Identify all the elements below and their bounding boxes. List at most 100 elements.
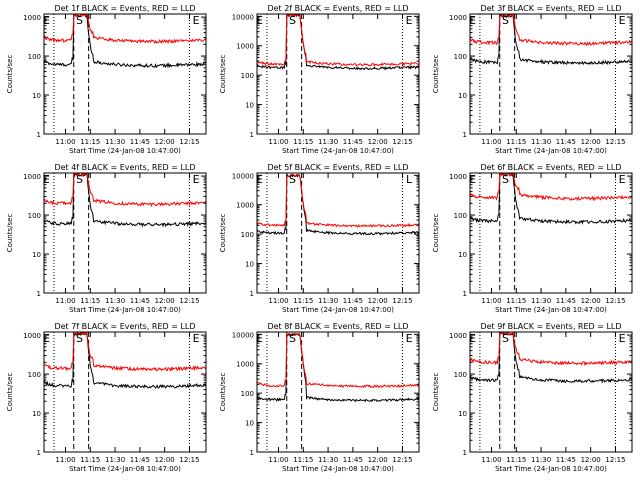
- y-axis-label: Counts/sec: [219, 373, 227, 412]
- plot-frame: [469, 331, 633, 453]
- y-tick-label: 1: [250, 131, 254, 139]
- y-tick-label: 1000: [449, 14, 467, 22]
- chart-title: Det 4f BLACK = Events, RED = LLD: [54, 163, 195, 172]
- chart-title: Det 7f BLACK = Events, RED = LLD: [54, 322, 195, 331]
- series-line-lld: [257, 332, 419, 389]
- x-tick-label: 11:15: [506, 297, 526, 305]
- x-tick-label: 11:30: [531, 456, 551, 464]
- series-line-lld: [470, 14, 632, 47]
- chart-panel-9: Det 9f BLACK = Events, RED = LLD 1 10 100 10…: [432, 322, 633, 473]
- x-tick-label: 11:00: [481, 456, 501, 464]
- x-tick-label: 12:15: [392, 297, 412, 305]
- y-axis-label: Counts/sec: [432, 214, 440, 253]
- y-tick-label: 1000: [23, 332, 41, 340]
- y-tick-label: 1000: [23, 173, 41, 181]
- chart-panel-7: Det 7f BLACK = Events, RED = LLD 1 10 100 10…: [6, 322, 207, 473]
- plot-frame: [469, 13, 633, 135]
- region-marker-label: S: [289, 14, 296, 27]
- y-tick-label: 1000: [236, 361, 254, 369]
- region-marker-label: S: [289, 332, 296, 345]
- chart-panel-1: Det 1f BLACK = Events, RED = LLD 1 10 100 10…: [6, 4, 207, 155]
- x-tick-label: 11:30: [318, 456, 338, 464]
- x-tick-label: 11:45: [556, 456, 576, 464]
- plot-frame: [256, 13, 420, 135]
- region-marker-label: E: [469, 332, 476, 345]
- y-tick-label: 100: [28, 212, 41, 220]
- y-tick-label: 1: [250, 449, 254, 457]
- chart-panel-5: Det 5f BLACK = Events, RED = LLD 1 10 100 10…: [219, 163, 420, 314]
- x-tick-label: 12:15: [605, 456, 625, 464]
- series-line-events: [470, 14, 632, 66]
- x-tick-label: 11:00: [268, 138, 288, 146]
- x-tick-label: 11:00: [55, 456, 75, 464]
- region-marker-label: E: [193, 332, 200, 345]
- x-tick-label: 11:00: [55, 297, 75, 305]
- y-axis-label: Counts/sec: [6, 214, 14, 253]
- y-tick-label: 10: [458, 251, 467, 259]
- region-marker-label: S: [502, 14, 509, 27]
- x-tick-label: 11:00: [481, 138, 501, 146]
- series-line-lld: [470, 173, 632, 202]
- x-tick-label: 11:15: [80, 297, 100, 305]
- y-tick-label: 100: [28, 371, 41, 379]
- y-tick-label: 10: [245, 102, 254, 110]
- x-tick-label: 11:00: [55, 138, 75, 146]
- region-marker-label: E: [43, 332, 50, 345]
- region-marker-label: E: [406, 332, 413, 345]
- plot-frame: [469, 172, 633, 294]
- region-marker-label: S: [76, 173, 83, 186]
- x-tick-label: 11:30: [105, 456, 125, 464]
- x-tick-label: 12:15: [392, 138, 412, 146]
- y-tick-label: 100: [454, 53, 467, 61]
- region-marker-label: S: [76, 14, 83, 27]
- y-tick-label: 10: [245, 420, 254, 428]
- y-tick-label: 1000: [236, 202, 254, 210]
- y-tick-label: 1: [463, 449, 467, 457]
- y-tick-label: 10: [32, 410, 41, 418]
- series-line-lld: [470, 332, 632, 367]
- x-tick-label: 11:30: [318, 297, 338, 305]
- x-axis-label: Start Time (24-Jan-08 10:47:00): [495, 306, 607, 314]
- x-tick-label: 12:15: [179, 138, 199, 146]
- y-tick-label: 10: [458, 410, 467, 418]
- series-line-lld: [44, 332, 206, 372]
- region-marker-label: S: [76, 332, 83, 345]
- chart-title: Det 2f BLACK = Events, RED = LLD: [267, 4, 408, 13]
- y-tick-label: 1: [37, 449, 41, 457]
- y-tick-label: 1: [37, 290, 41, 298]
- y-tick-label: 100: [28, 53, 41, 61]
- chart-title: Det 5f BLACK = Events, RED = LLD: [267, 163, 408, 172]
- x-tick-label: 12:00: [155, 456, 175, 464]
- y-tick-label: 10: [32, 92, 41, 100]
- x-tick-label: 12:15: [179, 297, 199, 305]
- y-axis-label: Counts/sec: [219, 214, 227, 253]
- x-tick-label: 11:45: [343, 297, 363, 305]
- series-line-events: [470, 173, 632, 225]
- region-marker-label: E: [43, 14, 50, 27]
- x-axis-label: Start Time (24-Jan-08 10:47:00): [69, 147, 181, 155]
- plot-frame: [43, 13, 207, 135]
- x-tick-label: 12:00: [581, 456, 601, 464]
- region-marker-label: E: [406, 14, 413, 27]
- chart-panel-6: Det 6f BLACK = Events, RED = LLD 1 10 100 10…: [432, 163, 633, 314]
- series-line-events: [44, 14, 206, 69]
- y-axis-label: Counts/sec: [6, 373, 14, 412]
- x-tick-label: 12:00: [581, 297, 601, 305]
- y-tick-label: 1: [250, 290, 254, 298]
- chart-title: Det 1f BLACK = Events, RED = LLD: [54, 4, 195, 13]
- chart-title: Det 3f BLACK = Events, RED = LLD: [480, 4, 621, 13]
- x-axis-label: Start Time (24-Jan-08 10:47:00): [282, 465, 394, 473]
- y-tick-label: 1: [37, 131, 41, 139]
- y-axis-label: Counts/sec: [219, 55, 227, 94]
- region-marker-label: S: [289, 173, 296, 186]
- region-marker-label: E: [256, 332, 263, 345]
- y-tick-label: 100: [454, 371, 467, 379]
- region-marker-label: E: [256, 14, 263, 27]
- y-tick-label: 1000: [236, 43, 254, 51]
- x-axis-label: Start Time (24-Jan-08 10:47:00): [495, 147, 607, 155]
- x-tick-label: 11:15: [293, 456, 313, 464]
- y-tick-label: 1: [463, 131, 467, 139]
- x-tick-label: 11:45: [343, 138, 363, 146]
- series-line-events: [257, 332, 419, 403]
